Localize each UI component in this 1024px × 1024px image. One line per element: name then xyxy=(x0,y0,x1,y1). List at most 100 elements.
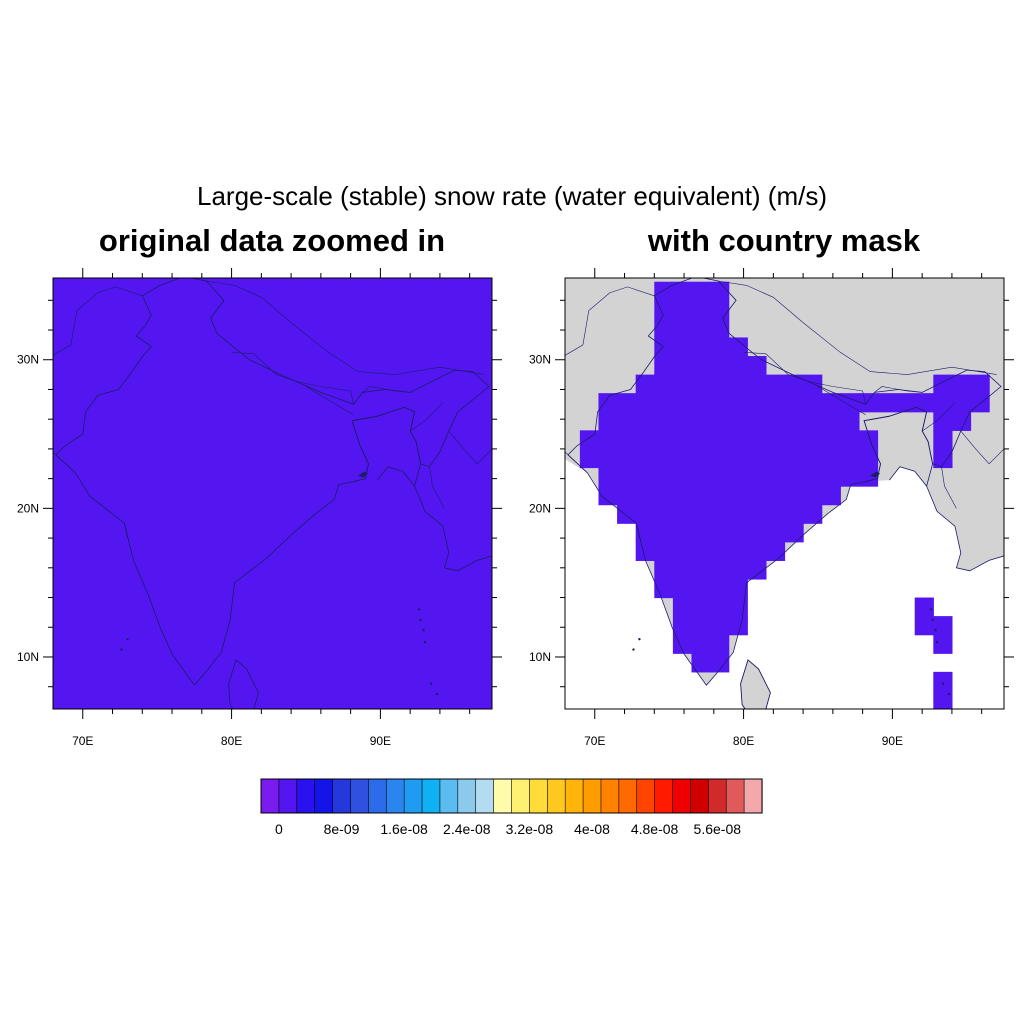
grid-cell xyxy=(477,653,492,673)
grid-cell xyxy=(728,374,748,394)
grid-cell xyxy=(291,653,311,673)
grid-cell xyxy=(67,671,88,692)
grid-cell xyxy=(179,300,199,320)
colorbar-swatch xyxy=(385,778,405,814)
grid-cell xyxy=(235,278,255,283)
grid-cell xyxy=(105,653,125,673)
grid-cell xyxy=(67,597,88,617)
grid-cell xyxy=(598,393,618,413)
grid-cell xyxy=(747,541,767,561)
grid-cell xyxy=(877,393,897,413)
grid-cell xyxy=(105,634,125,654)
grid-cell xyxy=(105,467,125,487)
grid-cell xyxy=(654,356,674,376)
grid-cell xyxy=(672,318,693,339)
grid-cell xyxy=(179,430,199,450)
grid-cell xyxy=(216,411,236,431)
grid-cell xyxy=(123,616,143,636)
coastlines xyxy=(565,278,1004,709)
lat-tick-label: 30N xyxy=(17,353,39,367)
grid-cell xyxy=(179,486,199,506)
grid-cell xyxy=(421,634,441,654)
grid-cell xyxy=(53,671,69,692)
grid-cell xyxy=(105,541,125,561)
grid-cell xyxy=(933,393,953,413)
grid-cell xyxy=(105,374,125,394)
grid-cell xyxy=(346,318,367,339)
grid-cell xyxy=(439,671,460,692)
grid-cell xyxy=(216,281,236,301)
grid-cell xyxy=(253,541,274,561)
grid-cell xyxy=(346,374,367,394)
grid-cell xyxy=(67,318,88,339)
grid-cell xyxy=(235,374,255,394)
grid-cell xyxy=(216,448,236,469)
grid-cell xyxy=(691,634,711,654)
grid-cell xyxy=(672,616,693,636)
grid-cell xyxy=(635,430,655,450)
grid-cell xyxy=(365,671,385,692)
grid-cell xyxy=(346,486,367,506)
grid-cell xyxy=(291,467,311,487)
grid-cell xyxy=(710,430,730,450)
india-outline xyxy=(55,278,490,686)
grid-cell xyxy=(86,486,106,506)
grid-cell xyxy=(439,541,460,561)
grid-cell xyxy=(123,411,143,431)
grid-cell xyxy=(384,448,404,469)
grid-cell xyxy=(365,486,385,506)
lon-tick-label: 70E xyxy=(72,734,93,748)
grid-cell xyxy=(67,560,88,580)
grid-cell xyxy=(439,300,460,320)
grid-cell xyxy=(635,523,655,543)
colorbar-label: 8e-09 xyxy=(324,821,360,837)
grid-cell xyxy=(328,523,348,543)
grid-cell xyxy=(458,278,478,283)
grid-cell xyxy=(291,486,311,506)
grid-cell xyxy=(654,560,674,580)
grid-cell xyxy=(439,597,460,617)
grid-cell xyxy=(365,597,385,617)
grid-cell xyxy=(253,467,274,487)
grid-cell xyxy=(970,393,990,413)
grid-cell xyxy=(439,690,460,709)
grid-cell xyxy=(710,318,730,339)
grid-cell xyxy=(253,634,274,654)
grid-cell xyxy=(458,318,478,339)
grid-cell xyxy=(328,281,348,301)
grid-cell xyxy=(710,486,730,506)
grid-cell xyxy=(458,467,478,487)
grid-cell xyxy=(105,281,125,301)
grid-cell xyxy=(291,616,311,636)
grid-cell xyxy=(216,653,236,673)
grid-cell xyxy=(477,393,492,413)
grid-cell xyxy=(86,467,106,487)
grid-cell xyxy=(458,597,478,617)
grid-cell xyxy=(635,393,655,413)
grid-cell xyxy=(309,523,329,543)
grid-cell xyxy=(951,411,972,431)
grid-cell xyxy=(179,523,199,543)
grid-cell xyxy=(458,486,478,506)
grid-cell xyxy=(421,448,441,469)
grid-cell xyxy=(142,690,162,709)
grid-cell xyxy=(86,597,106,617)
grid-cell xyxy=(402,690,422,709)
grid-cell xyxy=(328,318,348,339)
bangladesh-border xyxy=(351,406,422,487)
grid-cell xyxy=(142,356,162,376)
grid-cell xyxy=(86,560,106,580)
grid-cell xyxy=(142,411,162,431)
grid-cell xyxy=(439,523,460,543)
grid-cell xyxy=(291,578,311,599)
grid-cell xyxy=(691,430,711,450)
grid-cell xyxy=(105,337,125,357)
grid-cell xyxy=(784,393,804,413)
grid-cell xyxy=(123,300,143,320)
grid-cell xyxy=(328,504,348,524)
grid-cell xyxy=(235,504,255,524)
grid-cell xyxy=(821,448,841,469)
grid-cell xyxy=(216,318,236,339)
delta-mark xyxy=(358,471,369,478)
grid-cell xyxy=(253,560,274,580)
